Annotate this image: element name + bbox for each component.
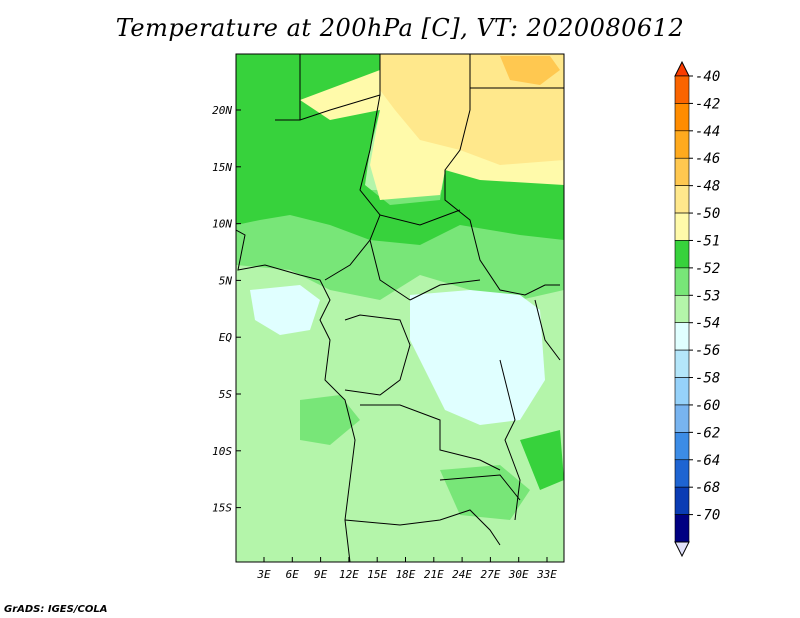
chart-title: Temperature at 200hPa [C], VT: 202008061…	[115, 14, 685, 42]
colorbar-swatch	[674, 212, 690, 241]
x-tick-label: 24E	[452, 568, 472, 581]
colorbar-swatch	[674, 267, 690, 296]
region-green-south1	[300, 395, 360, 445]
borders	[236, 54, 564, 562]
region-orange	[500, 56, 560, 85]
colorbar-label: -64	[695, 453, 720, 469]
colorbar-swatch	[674, 294, 690, 324]
x-tick-label: 9E	[314, 568, 328, 581]
colorbar-label: -56	[695, 343, 720, 359]
y-tick-label: 20N	[212, 104, 232, 117]
colorbar-label: -50	[695, 206, 720, 222]
y-tick-label: 15N	[212, 161, 232, 174]
colorbar-swatch	[674, 130, 690, 159]
x-tick-label: 3E	[256, 568, 271, 581]
y-tick-label: 15S	[212, 502, 232, 515]
colorbar-label: -60	[695, 398, 720, 414]
colorbar-swatch	[674, 157, 690, 186]
colorbar-swatch	[674, 240, 690, 269]
colorbar-label: -54	[695, 316, 720, 332]
credit-label: GrADS: IGES/COLA	[4, 604, 108, 615]
colorbar-swatch	[674, 459, 690, 488]
x-tick-label: 18E	[396, 568, 416, 581]
y-tick-label: EQ	[219, 331, 233, 344]
y-tick-label: 5S	[219, 388, 233, 401]
x-tick-label: 21E	[424, 568, 444, 581]
colorbar-label: -68	[695, 480, 720, 496]
colorbar-label: -62	[695, 425, 720, 441]
colorbar-swatch	[674, 432, 690, 461]
map-fill	[236, 54, 564, 562]
colorbar-label: -46	[695, 151, 720, 167]
colorbar-swatch	[674, 185, 690, 214]
colorbar-swatch	[674, 322, 690, 351]
region-green-south2	[440, 465, 530, 520]
y-tick-label: 10N	[212, 218, 232, 231]
colorbar-swatch	[674, 486, 690, 515]
x-tick-label: 27E	[480, 568, 500, 581]
x-tick-label: 6E	[286, 568, 300, 581]
colorbar-swatch	[674, 75, 690, 104]
colorbar-label: -70	[695, 508, 720, 524]
map-frame	[235, 53, 565, 563]
colorbar-label: -40	[695, 69, 720, 85]
colorbar-label: -44	[695, 124, 720, 140]
y-tick-label: 5N	[219, 274, 233, 287]
colorbar-label: -48	[695, 179, 720, 195]
x-tick-label: 30E	[508, 568, 529, 581]
colorbar-swatch	[674, 349, 690, 378]
colorbar-label: -53	[695, 288, 720, 304]
x-tick-label: 12E	[339, 568, 359, 581]
colorbar-label: -42	[695, 96, 720, 112]
x-axis: 3E 6E 9E 12E 15E 18E 21E 24E 27E 30E 33E	[256, 557, 557, 581]
colorbar-swatch	[674, 404, 690, 433]
colorbar-swatch	[674, 103, 690, 132]
colorbar-swatch	[674, 377, 690, 406]
colorbar-label: -51	[695, 233, 720, 249]
x-tick-label: 33E	[536, 568, 557, 581]
region-cyan-west	[250, 285, 320, 335]
region-green-south3	[520, 430, 564, 490]
colorbar-label: -58	[695, 371, 720, 387]
colorbar-bottom-arrow	[674, 541, 690, 558]
x-tick-label: 15E	[367, 568, 387, 581]
region-light-yellow	[380, 54, 564, 165]
colorbar-label: -52	[695, 261, 720, 277]
y-tick-label: 10S	[212, 445, 232, 458]
colorbar-top-arrow	[674, 60, 690, 77]
region-cyan-east	[410, 290, 545, 425]
colorbar-swatch	[674, 514, 690, 543]
y-axis: 20N 15N 10N 5N EQ 5S 10S 15S	[212, 104, 241, 515]
